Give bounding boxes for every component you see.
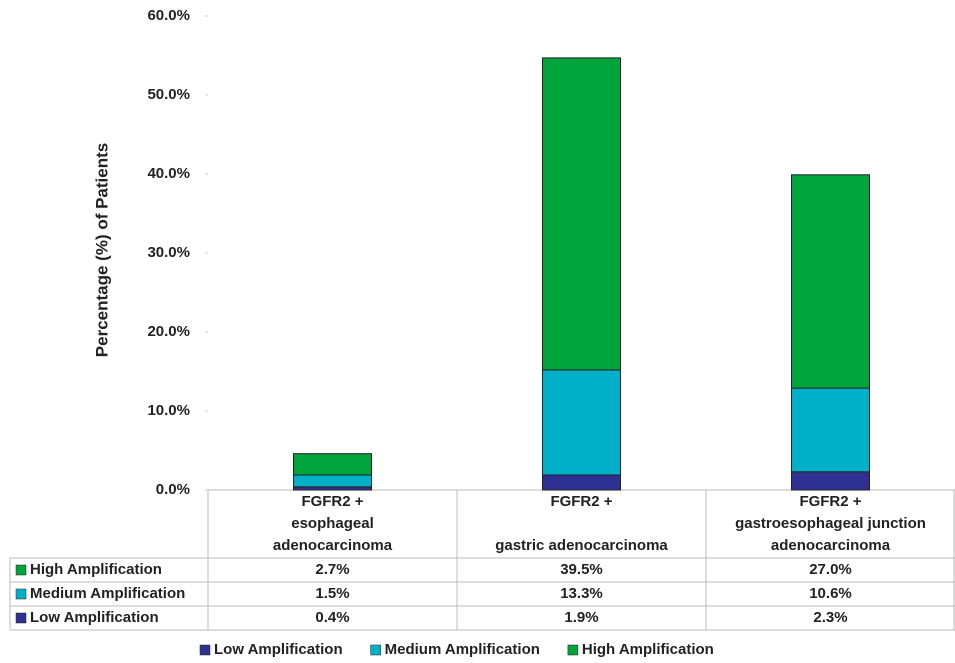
row-label: Low Amplification: [30, 609, 159, 626]
x-tick-label: FGFR2 + esophageal adenocarcinoma: [272, 493, 393, 554]
value-label: 1.9%: [564, 609, 598, 626]
bar-segment: [542, 369, 621, 476]
y-tick-label: 30.0%: [147, 244, 190, 261]
value-label: 39.5%: [560, 561, 603, 578]
value-label: 0.4%: [315, 609, 349, 626]
value-label: 2.3%: [813, 609, 847, 626]
y-tick-label: 60.0%: [147, 7, 190, 24]
bar-segment: [791, 387, 870, 473]
category-cell: FGFR2 + esophageal adenocarcinoma: [272, 493, 393, 554]
legend-key: [15, 612, 27, 624]
legend-key: [567, 644, 579, 656]
legend-key: [15, 588, 27, 600]
bar-segment: [542, 57, 621, 371]
legend-label: Medium Amplification: [385, 641, 540, 658]
y-tick-label: 20.0%: [147, 323, 190, 340]
legend-key: [199, 644, 211, 656]
y-tick-label: 10.0%: [147, 402, 190, 419]
bar-segment: [293, 474, 372, 488]
y-tick-label: 40.0%: [147, 165, 190, 182]
value-label: 13.3%: [560, 585, 603, 602]
value-label: 10.6%: [809, 585, 852, 602]
row-label: Medium Amplification: [30, 585, 185, 602]
x-tick-label: FGFR2 + gastroesophageal junction adenoc…: [735, 493, 926, 554]
y-axis-label: Percentage (%) of Patients: [92, 143, 111, 357]
y-tick-label: 50.0%: [147, 86, 190, 103]
bar-segment: [791, 471, 870, 491]
value-label: 1.5%: [315, 585, 349, 602]
legend-label: Low Amplification: [214, 641, 343, 658]
value-label: 27.0%: [809, 561, 852, 578]
bar-segment: [293, 453, 372, 476]
legend-label: High Amplification: [582, 641, 714, 658]
value-label: 2.7%: [315, 561, 349, 578]
category-cell: FGFR2 + gastric adenocarcinoma: [495, 493, 668, 554]
legend-key: [15, 564, 27, 576]
x-tick-label: FGFR2 + gastric adenocarcinoma: [495, 493, 668, 554]
row-label: High Amplification: [30, 561, 162, 578]
legend-key: [370, 644, 381, 656]
category-cell: FGFR2 + gastroesophageal junction adenoc…: [735, 493, 926, 554]
bar-segment: [791, 174, 870, 389]
bar-segment: [542, 474, 621, 491]
y-tick-label: 0.0%: [156, 481, 190, 498]
